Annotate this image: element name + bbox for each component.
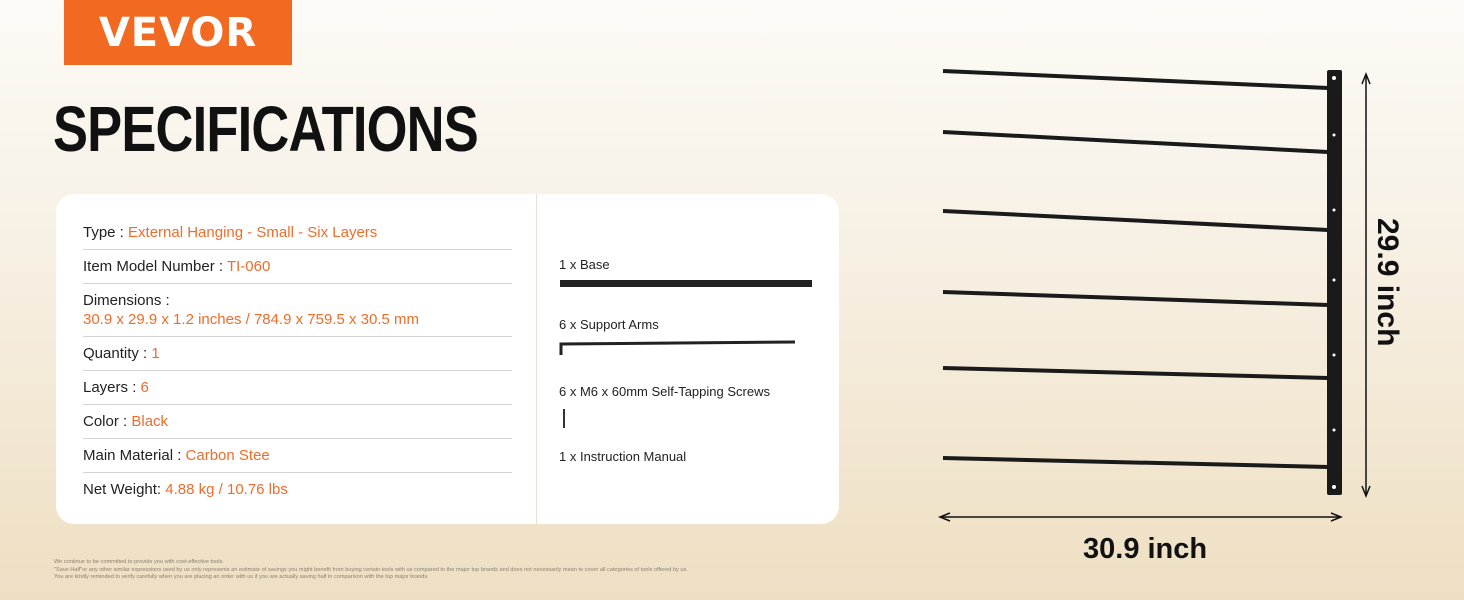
arm-image xyxy=(559,340,796,355)
spec-dimensions: Dimensions :30.9 x 29.9 x 1.2 inches / 7… xyxy=(83,284,512,337)
package-base: 1 x Base xyxy=(559,257,610,272)
width-label: 30.9 inch xyxy=(1083,533,1208,565)
footnote: We continue to be committed to provide y… xyxy=(54,559,688,580)
page-title: SPECIFICATIONS xyxy=(53,93,479,165)
dimension-lines xyxy=(937,71,1371,522)
spec-type: Type : External Hanging - Small - Six La… xyxy=(83,216,512,250)
divider xyxy=(536,194,537,524)
wall-bracket xyxy=(1327,70,1342,495)
spec-weight: Net Weight: 4.88 kg / 10.76 lbs xyxy=(83,481,288,498)
spec-layers: Layers : 6 xyxy=(83,371,512,405)
spec-model: Item Model Number : TI-060 xyxy=(83,250,512,284)
spec-color: Color : Black xyxy=(83,405,512,439)
height-label: 29.9 inch xyxy=(1371,218,1404,347)
brand-logo: VEVOR xyxy=(64,0,292,65)
support-arms xyxy=(942,69,1335,475)
base-image xyxy=(560,280,812,287)
spec-material: Main Material : Carbon Stee xyxy=(83,439,512,473)
package-arms: 6 x Support Arms xyxy=(559,317,659,332)
package-screws: 6 x M6 x 60mm Self-Tapping Screws xyxy=(559,384,770,399)
spec-quantity: Quantity : 1 xyxy=(83,337,512,371)
package-manual: 1 x Instruction Manual xyxy=(559,449,687,464)
spec-list: Type : External Hanging - Small - Six La… xyxy=(83,216,512,506)
